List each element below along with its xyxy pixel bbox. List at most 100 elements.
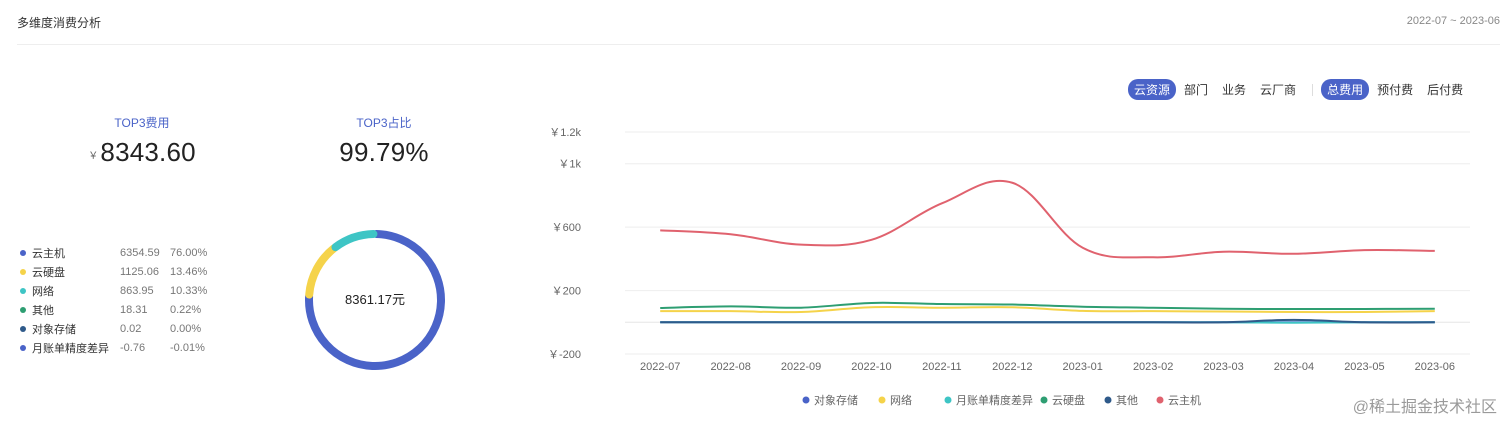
legend-row[interactable]: 云主机 6354.59 76.00%	[20, 243, 207, 262]
series-point[interactable]	[659, 229, 662, 232]
chart-legend-item[interactable]: 云主机	[1156, 393, 1202, 407]
tab-postpaid[interactable]: 后付费	[1427, 83, 1464, 97]
series-point[interactable]	[1292, 318, 1295, 321]
chart-legend-dot	[878, 396, 886, 404]
chart-legend-item[interactable]: 月账单精度差异	[944, 393, 1034, 407]
series-point[interactable]	[940, 306, 943, 309]
chart-legend-item[interactable]: 对象存储	[802, 393, 859, 407]
x-tick-label: 2022-11	[922, 361, 962, 373]
series-point[interactable]	[1433, 321, 1436, 324]
top3-cost-value: ￥8343.60	[52, 137, 232, 168]
y-tick-label: ￥600	[552, 222, 581, 234]
tab-business[interactable]: 业务	[1222, 83, 1247, 97]
series-point[interactable]	[1081, 309, 1084, 312]
series-point[interactable]	[1152, 306, 1155, 309]
series-line[interactable]	[660, 301, 1435, 310]
chart-legend-item[interactable]: 其他	[1104, 394, 1139, 407]
chart-legend-item[interactable]: 网络	[878, 393, 913, 407]
tab-department[interactable]: 部门	[1184, 83, 1209, 97]
legend-name: 云主机	[32, 247, 65, 260]
legend-row[interactable]: 云硬盘 1125.06 13.46%	[20, 262, 207, 281]
series-point[interactable]	[729, 310, 732, 313]
chart-legend-dot	[1040, 396, 1048, 404]
top3-cost-stat: TOP3费用 ￥8343.60	[52, 114, 232, 168]
series-point[interactable]	[1222, 321, 1225, 324]
line-chart: ￥-200 ￥200 ￥600 ￥1k ￥1.2k 2022-07 2022-08 2022-…	[540, 120, 1480, 425]
series-point[interactable]	[1363, 307, 1366, 310]
series-point[interactable]	[1222, 310, 1225, 313]
series-point[interactable]	[659, 307, 662, 310]
legend-dot	[20, 249, 26, 256]
series-point[interactable]	[659, 321, 662, 324]
series-point[interactable]	[1222, 307, 1225, 310]
legend-amount: 0.02	[120, 322, 142, 335]
tab-prepaid[interactable]: 预付费	[1377, 83, 1414, 97]
series-point[interactable]	[800, 321, 803, 324]
legend-percent: 76.00%	[170, 246, 208, 259]
series-point[interactable]	[1152, 310, 1155, 313]
series-line[interactable]	[660, 318, 1435, 324]
series-point[interactable]	[1292, 252, 1295, 255]
currency-symbol: ￥	[88, 150, 99, 162]
series-point[interactable]	[1363, 310, 1366, 313]
tab-cloud-vendor[interactable]: 云厂商	[1260, 83, 1297, 97]
donut-segment-network[interactable]	[331, 230, 378, 252]
donut-segment-disk[interactable]	[305, 244, 338, 299]
series-point[interactable]	[1081, 321, 1084, 324]
series-point[interactable]	[1363, 321, 1366, 324]
line-chart-svg: ￥-200 ￥200 ￥600 ￥1k ￥1.2k 2022-07 2022-08 2022-…	[548, 127, 1470, 407]
x-tick-label: 2022-12	[992, 361, 1032, 373]
legend-row[interactable]: 对象存储 0.02 0.00%	[20, 319, 207, 338]
series-point[interactable]	[729, 305, 732, 308]
legend-row[interactable]: 网络 863.95 10.33%	[20, 281, 207, 300]
top3-ratio-value: 99.79%	[339, 137, 429, 167]
series-point[interactable]	[729, 321, 732, 324]
legend-amount: 6354.59	[120, 246, 160, 259]
series-point[interactable]	[940, 321, 943, 324]
legend-row[interactable]: 月账单精度差异 -0.76 -0.01%	[20, 338, 207, 357]
series-point[interactable]	[1292, 310, 1295, 313]
series-point[interactable]	[1011, 321, 1014, 324]
breakdown-legend: 云主机 6354.59 76.00% 云硬盘 1125.06 13.46% 网络…	[20, 243, 207, 357]
series-point[interactable]	[800, 243, 803, 246]
chart-legend-label: 月账单精度差异	[956, 393, 1033, 407]
chart-legend-label: 网络	[890, 393, 912, 407]
donut-chart[interactable]: 8361.17元	[300, 225, 450, 380]
legend-dot	[20, 287, 26, 294]
series-point[interactable]	[800, 306, 803, 309]
series-point[interactable]	[1011, 306, 1014, 309]
series-point[interactable]	[1081, 246, 1084, 249]
series-point[interactable]	[1081, 305, 1084, 308]
series-point[interactable]	[1363, 249, 1366, 252]
series-point[interactable]	[940, 303, 943, 306]
series-point[interactable]	[940, 202, 943, 205]
donut-segment-host[interactable]	[305, 230, 445, 370]
series-point[interactable]	[729, 233, 732, 236]
series-point[interactable]	[1011, 303, 1014, 306]
series-point[interactable]	[659, 310, 662, 313]
series-point[interactable]	[1222, 250, 1225, 253]
series-point[interactable]	[1292, 321, 1295, 324]
series-point[interactable]	[800, 310, 803, 313]
x-tick-label: 2022-09	[781, 361, 821, 373]
series-point[interactable]	[1433, 249, 1436, 252]
tab-total-cost[interactable]: 总费用	[1321, 79, 1370, 100]
legend-name: 云硬盘	[32, 266, 65, 279]
series-point[interactable]	[870, 306, 873, 309]
series-point[interactable]	[1292, 307, 1295, 310]
series-point[interactable]	[870, 238, 873, 241]
series-line[interactable]	[660, 179, 1435, 259]
x-tick-label: 2022-07	[640, 361, 680, 373]
series-point[interactable]	[870, 301, 873, 304]
series-point[interactable]	[1433, 307, 1436, 310]
series-point[interactable]	[870, 321, 873, 324]
series-point[interactable]	[1011, 181, 1014, 184]
chart-legend-dot	[1104, 396, 1112, 404]
series-point[interactable]	[1152, 321, 1155, 324]
date-range: 2022-07 ~ 2023-06	[1406, 15, 1500, 27]
chart-legend-item[interactable]: 云硬盘	[1040, 393, 1086, 407]
legend-row[interactable]: 其他 18.31 0.22%	[20, 300, 207, 319]
tab-cloud-resource[interactable]: 云资源	[1128, 79, 1177, 100]
series-point[interactable]	[1152, 256, 1155, 259]
series-line[interactable]	[660, 305, 1435, 314]
